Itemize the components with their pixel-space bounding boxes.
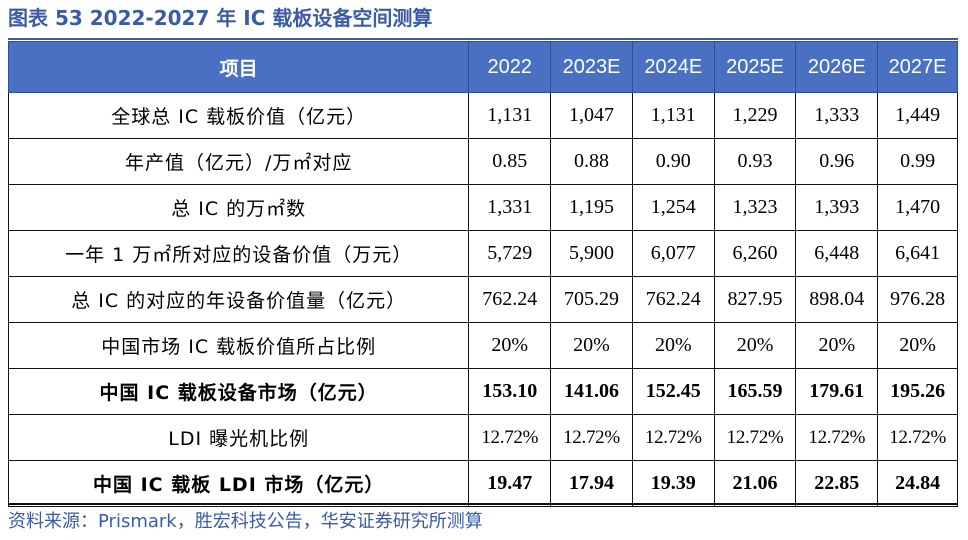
- source-note: 资料来源：Prismark，胜宏科技公告，华安证券研究所测算: [8, 511, 483, 532]
- header-year: 2023E: [550, 41, 633, 93]
- cell-value: 21.06: [713, 460, 797, 507]
- cell-value: 6,077: [631, 230, 715, 277]
- row-label: 年产值（亿元）/万㎡对应: [7, 138, 470, 185]
- cell-value: 6,448: [795, 230, 879, 277]
- cell-value: 1,449: [877, 92, 958, 139]
- cell-value: 20%: [468, 322, 552, 369]
- cell-value: 0.90: [631, 138, 715, 185]
- cell-value: 12.72%: [795, 414, 879, 461]
- title-divider: [8, 38, 958, 40]
- row-label: 总 IC 的对应的年设备价值量（亿元）: [7, 276, 470, 323]
- header-year: 2027E: [877, 41, 958, 93]
- cell-value: 20%: [713, 322, 797, 369]
- cell-value: 22.85: [795, 460, 879, 507]
- cell-value: 6,260: [713, 230, 797, 277]
- figure-title: 图表 53 2022-2027 年 IC 载板设备空间测算: [8, 6, 433, 30]
- table-row: 一年 1 万㎡所对应的设备价值（万元） 5,729 5,900 6,077 6,260 6…: [7, 230, 958, 277]
- cell-value: 0.88: [550, 138, 633, 185]
- cell-value: 20%: [795, 322, 879, 369]
- cell-value: 12.72%: [877, 414, 958, 461]
- row-label: 全球总 IC 载板价值（亿元）: [7, 92, 470, 139]
- cell-value: 827.95: [713, 276, 797, 323]
- cell-value: 12.72%: [713, 414, 797, 461]
- equipment-space-table: 项目 2022 2023E 2024E 2025E 2026E 2027E 全球…: [7, 41, 958, 507]
- row-label: 总 IC 的万㎡数: [7, 184, 470, 231]
- cell-value: 762.24: [631, 276, 715, 323]
- row-label: 中国市场 IC 载板价值所占比例: [7, 322, 470, 369]
- table-row: 全球总 IC 载板价值（亿元） 1,131 1,047 1,131 1,229 1,333…: [7, 92, 958, 139]
- cell-value: 20%: [631, 322, 715, 369]
- row-label: 中国 IC 载板设备市场（亿元）: [7, 368, 470, 415]
- table-row: 年产值（亿元）/万㎡对应 0.85 0.88 0.90 0.93 0.96 0.99: [7, 138, 958, 185]
- table-row: 中国 IC 载板 LDI 市场（亿元） 19.47 17.94 19.39 21.06 2…: [7, 460, 958, 507]
- cell-value: 1,333: [795, 92, 879, 139]
- cell-value: 0.99: [877, 138, 958, 185]
- header-year: 2022: [468, 41, 552, 93]
- table-row: LDI 曝光机比例 12.72% 12.72% 12.72% 12.72% 12.72% 1…: [7, 414, 958, 461]
- cell-value: 1,131: [631, 92, 715, 139]
- cell-value: 24.84: [877, 460, 958, 507]
- cell-value: 705.29: [550, 276, 633, 323]
- cell-value: 1,331: [468, 184, 552, 231]
- cell-value: 179.61: [795, 368, 879, 415]
- cell-value: 20%: [550, 322, 633, 369]
- table-bottom-rule: [8, 503, 958, 505]
- cell-value: 0.96: [795, 138, 879, 185]
- cell-value: 5,729: [468, 230, 552, 277]
- cell-value: 12.72%: [550, 414, 633, 461]
- table-row: 总 IC 的对应的年设备价值量（亿元） 762.24 705.29 762.24 827…: [7, 276, 958, 323]
- row-label: LDI 曝光机比例: [7, 414, 470, 461]
- cell-value: 12.72%: [468, 414, 552, 461]
- row-label: 中国 IC 载板 LDI 市场（亿元）: [7, 460, 470, 507]
- table-row: 中国市场 IC 载板价值所占比例 20% 20% 20% 20% 20% 20%: [7, 322, 958, 369]
- cell-value: 5,900: [550, 230, 633, 277]
- table-header-row: 项目 2022 2023E 2024E 2025E 2026E 2027E: [7, 41, 958, 93]
- cell-value: 1,393: [795, 184, 879, 231]
- cell-value: 1,131: [468, 92, 552, 139]
- cell-value: 976.28: [877, 276, 958, 323]
- cell-value: 153.10: [468, 368, 552, 415]
- cell-value: 141.06: [550, 368, 633, 415]
- cell-value: 0.93: [713, 138, 797, 185]
- table-row: 中国 IC 载板设备市场（亿元） 153.10 141.06 152.45 165.59…: [7, 368, 958, 415]
- cell-value: 195.26: [877, 368, 958, 415]
- cell-value: 762.24: [468, 276, 552, 323]
- cell-value: 0.85: [468, 138, 552, 185]
- cell-value: 152.45: [631, 368, 715, 415]
- header-year: 2025E: [713, 41, 797, 93]
- cell-value: 12.72%: [631, 414, 715, 461]
- cell-value: 1,470: [877, 184, 958, 231]
- cell-value: 17.94: [550, 460, 633, 507]
- header-year: 2026E: [795, 41, 879, 93]
- row-label: 一年 1 万㎡所对应的设备价值（万元）: [7, 230, 470, 277]
- cell-value: 1,323: [713, 184, 797, 231]
- cell-value: 165.59: [713, 368, 797, 415]
- cell-value: 20%: [877, 322, 958, 369]
- cell-value: 1,254: [631, 184, 715, 231]
- cell-value: 6,641: [877, 230, 958, 277]
- cell-value: 1,047: [550, 92, 633, 139]
- table-row: 总 IC 的万㎡数 1,331 1,195 1,254 1,323 1,393 1,470: [7, 184, 958, 231]
- header-label: 项目: [7, 41, 470, 93]
- cell-value: 1,229: [713, 92, 797, 139]
- header-year: 2024E: [631, 41, 715, 93]
- cell-value: 19.39: [631, 460, 715, 507]
- cell-value: 19.47: [468, 460, 552, 507]
- cell-value: 1,195: [550, 184, 633, 231]
- cell-value: 898.04: [795, 276, 879, 323]
